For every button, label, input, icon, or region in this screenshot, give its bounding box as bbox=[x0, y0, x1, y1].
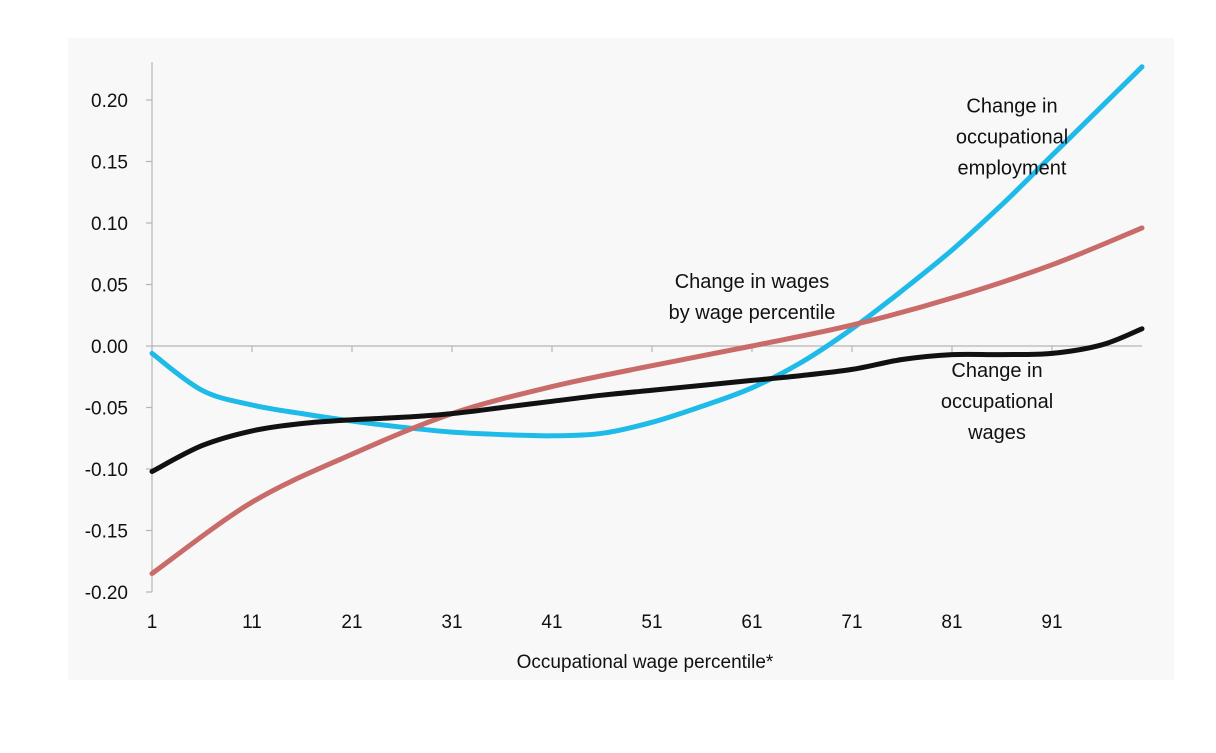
annotation-line: occupational bbox=[956, 126, 1068, 148]
x-tick-label: 81 bbox=[941, 612, 962, 633]
y-tick-label: 0.05 bbox=[91, 276, 128, 297]
x-tick-label: 1 bbox=[147, 612, 158, 633]
x-tick-label: 41 bbox=[541, 612, 562, 633]
y-tick-label: -0.20 bbox=[85, 583, 128, 604]
y-tick-label: -0.15 bbox=[85, 522, 128, 543]
x-tick-label: 91 bbox=[1041, 612, 1062, 633]
annotation-occupational-wages: Change in occupational wages bbox=[941, 360, 1053, 444]
x-tick-label: 31 bbox=[441, 612, 462, 633]
employment-change-line bbox=[149, 64, 1145, 439]
annotation-line: by wage percentile bbox=[669, 302, 836, 324]
y-tick-label: 0.10 bbox=[91, 214, 128, 235]
x-tick-label: 71 bbox=[841, 612, 862, 633]
annotation-line: Change in wages bbox=[675, 271, 830, 293]
axes bbox=[146, 62, 1142, 593]
x-tick-label: 21 bbox=[341, 612, 362, 633]
x-axis-title: Occupational wage percentile* bbox=[517, 652, 774, 673]
y-tick-label: 0.00 bbox=[91, 337, 128, 358]
tick-labels: 0.20 0.15 0.10 0.05 0.00 -0.05 -0.10 -0.15 -0.20… bbox=[85, 91, 1063, 633]
x-tick-label: 51 bbox=[641, 612, 662, 633]
annotation-line: Change in bbox=[966, 95, 1057, 117]
annotation-wage-percentile: Change in wages by wage percentile bbox=[669, 271, 836, 324]
x-tick-label: 11 bbox=[242, 612, 262, 633]
series-lines bbox=[149, 64, 1145, 576]
annotation-line: employment bbox=[958, 157, 1067, 179]
annotation-line: wages bbox=[967, 422, 1026, 444]
occupational-wage-change-line bbox=[149, 326, 1145, 474]
y-tick-label: -0.10 bbox=[85, 460, 128, 481]
y-tick-label: 0.15 bbox=[91, 153, 128, 174]
annotation-line: Change in bbox=[951, 360, 1042, 382]
wage-percentile-change-line bbox=[149, 225, 1145, 576]
y-tick-label: -0.05 bbox=[85, 399, 128, 420]
y-tick-label: 0.20 bbox=[91, 91, 128, 112]
annotation-employment: Change in occupational employment bbox=[956, 95, 1068, 179]
annotation-line: occupational bbox=[941, 391, 1053, 413]
chart-panel bbox=[68, 38, 1174, 680]
x-tick-label: 61 bbox=[741, 612, 762, 633]
